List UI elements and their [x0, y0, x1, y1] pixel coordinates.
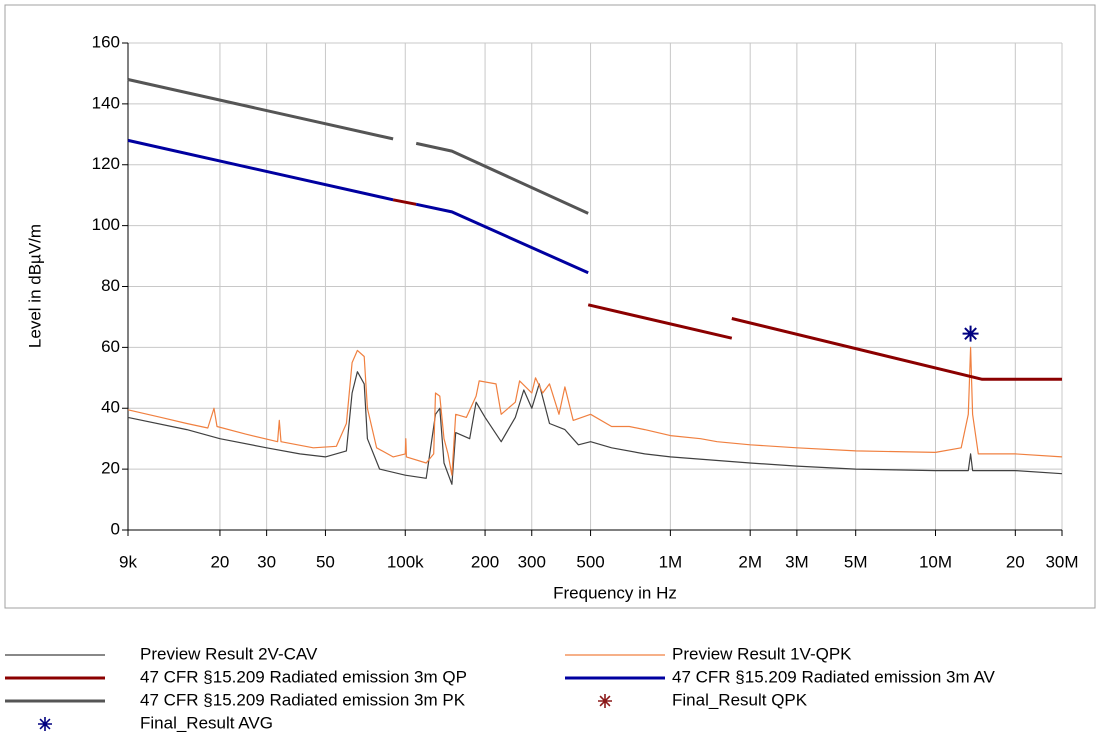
- data-point: [962, 325, 979, 342]
- x-axis-title: Frequency in Hz: [553, 583, 677, 602]
- x-tick-label: 20: [210, 552, 229, 571]
- y-tick-label: 160: [92, 32, 120, 51]
- x-tick-label: 2M: [738, 552, 762, 571]
- legend-symbol: [598, 694, 612, 708]
- legend-label: Final_Result AVG: [140, 713, 273, 732]
- y-tick-label: 80: [101, 276, 120, 295]
- x-tick-label: 300: [518, 552, 546, 571]
- x-tick-label: 20: [1006, 552, 1025, 571]
- x-tick-label: 200: [471, 552, 499, 571]
- x-tick-label: 3M: [785, 552, 809, 571]
- series-line: [127, 346, 1063, 476]
- legend-label: 47 CFR §15.209 Radiated emission 3m AV: [672, 667, 996, 686]
- x-tick-label: 50: [316, 552, 335, 571]
- x-tick-label: 100k: [387, 552, 424, 571]
- legend-label: Final_Result QPK: [672, 690, 808, 709]
- legend-label: Preview Result 2V-CAV: [140, 644, 318, 663]
- series-line: [127, 78, 589, 215]
- y-tick-label: 20: [101, 459, 120, 478]
- series-line: [127, 371, 1063, 485]
- x-tick-label: 500: [576, 552, 604, 571]
- y-tick-label: 120: [92, 154, 120, 173]
- y-tick-label: 60: [101, 337, 120, 356]
- legend-symbol: [38, 717, 52, 731]
- legend-label: Preview Result 1V-QPK: [672, 644, 852, 663]
- x-tick-label: 10M: [919, 552, 952, 571]
- legend-label: 47 CFR §15.209 Radiated emission 3m PK: [140, 690, 466, 709]
- y-tick-label: 100: [92, 215, 120, 234]
- y-axis-title: Level in dBµV/m: [25, 224, 44, 348]
- y-tick-label: 0: [111, 519, 120, 538]
- x-tick-label: 9k: [119, 552, 137, 571]
- x-tick-label: 1M: [659, 552, 683, 571]
- series-line: [127, 138, 589, 275]
- y-tick-label: 40: [101, 398, 120, 417]
- y-tick-label: 140: [92, 93, 120, 112]
- x-tick-label: 30M: [1045, 552, 1078, 571]
- x-tick-label: 5M: [844, 552, 868, 571]
- x-tick-label: 30: [257, 552, 276, 571]
- series-line: [392, 198, 1062, 381]
- legend-label: 47 CFR §15.209 Radiated emission 3m QP: [140, 667, 467, 686]
- chart-frame: [4, 4, 1096, 609]
